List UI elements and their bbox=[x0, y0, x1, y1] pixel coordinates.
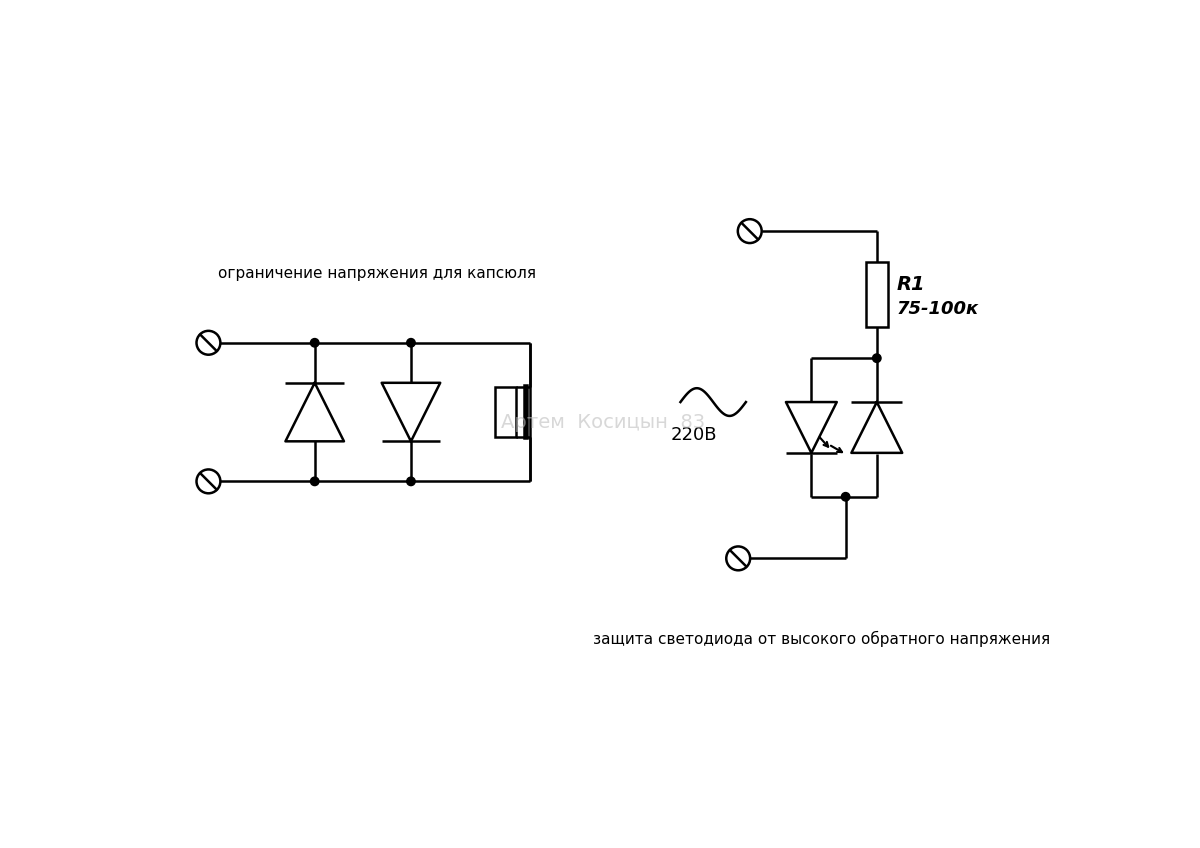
Text: 220В: 220В bbox=[671, 427, 716, 444]
Circle shape bbox=[872, 354, 881, 362]
Text: Артем  Косицын  83: Артем Косицын 83 bbox=[502, 413, 706, 432]
Circle shape bbox=[407, 338, 415, 347]
Text: защита светодиода от высокого обратного напряжения: защита светодиода от высокого обратного … bbox=[594, 631, 1050, 647]
Circle shape bbox=[407, 477, 415, 486]
Bar bbox=[866, 262, 888, 327]
Bar bbox=[494, 387, 516, 437]
Text: ограничение напряжения для капсюля: ограничение напряжения для капсюля bbox=[218, 266, 536, 281]
Text: 75-100к: 75-100к bbox=[896, 299, 979, 317]
Circle shape bbox=[841, 493, 850, 501]
Circle shape bbox=[311, 338, 319, 347]
Text: R1: R1 bbox=[896, 275, 925, 294]
Circle shape bbox=[311, 477, 319, 486]
